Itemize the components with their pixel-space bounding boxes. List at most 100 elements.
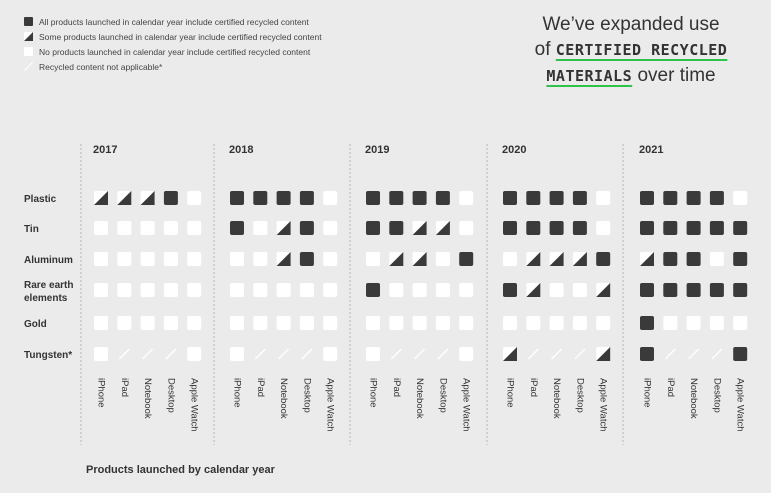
cell-none [140, 316, 155, 330]
cell-all [230, 191, 244, 205]
cell-none [187, 283, 202, 297]
cell-none [140, 221, 155, 235]
product-label: Apple Watch [325, 378, 336, 432]
cell-none [709, 252, 724, 266]
cell-none [709, 316, 724, 330]
cell-none [94, 221, 108, 235]
cell-not-applicable [664, 348, 676, 360]
headline-prefix: of [534, 39, 556, 60]
cell-all [572, 191, 587, 205]
cell-none [94, 347, 108, 361]
cell-none [366, 252, 380, 266]
cell-none [503, 316, 517, 330]
cell-not-applicable [165, 348, 177, 360]
cell-not-applicable [301, 348, 313, 360]
cell-some-fill [596, 283, 611, 297]
product-label: iPhone [95, 378, 106, 408]
cell-not-applicable [574, 348, 586, 360]
product-label: Notebook [278, 378, 289, 419]
cell-none [276, 283, 291, 297]
cell-all [299, 221, 314, 235]
material-label: Plastic [24, 194, 57, 205]
product-label: Notebook [551, 378, 562, 419]
cell-all [549, 191, 564, 205]
cell-none [549, 316, 564, 330]
headline-line-2: of CERTIFIED RECYCLED [500, 37, 762, 63]
headline-suffix: over time [632, 65, 716, 86]
product-label: Notebook [688, 378, 699, 419]
cell-all [459, 252, 474, 266]
headline: We’ve expanded use of CERTIFIED RECYCLED… [500, 12, 762, 89]
product-label: Apple Watch [735, 378, 746, 432]
cell-none [94, 283, 108, 297]
cell-all [230, 221, 244, 235]
cell-none [435, 283, 450, 297]
year-label: 2017 [93, 144, 117, 156]
cell-all [526, 221, 541, 235]
cell-none [323, 252, 338, 266]
cell-none [187, 347, 202, 361]
cell-all [640, 283, 654, 297]
legend-item-none: No products launched in calendar year in… [24, 44, 322, 59]
cell-all [389, 221, 404, 235]
cell-all [686, 283, 701, 297]
cell-not-applicable [142, 348, 154, 360]
cell-all [435, 191, 450, 205]
product-label: Desktop [437, 378, 448, 413]
product-label: iPad [119, 378, 130, 397]
cell-all [253, 191, 268, 205]
headline-line-1: We’ve expanded use [542, 14, 720, 35]
cell-none [733, 316, 748, 330]
cell-none [389, 283, 404, 297]
cell-some-fill [117, 191, 132, 205]
product-label: Desktop [301, 378, 312, 413]
cell-some-fill [572, 252, 587, 266]
cell-not-applicable [414, 348, 426, 360]
cell-none [435, 316, 450, 330]
cell-none [733, 191, 748, 205]
legend-item-na: Recycled content not applicable* [24, 59, 322, 74]
cell-not-applicable [437, 348, 449, 360]
cell-none [459, 347, 474, 361]
cell-none [572, 316, 587, 330]
product-label: iPad [391, 378, 402, 397]
cell-none [230, 283, 244, 297]
cell-all [640, 347, 654, 361]
slash-icon [24, 62, 33, 71]
cell-none [323, 316, 338, 330]
material-label: Aluminum [24, 255, 73, 266]
cell-none [596, 221, 611, 235]
cell-none [526, 316, 541, 330]
cell-none [323, 347, 338, 361]
product-label: iPhone [231, 378, 242, 408]
cell-none [253, 221, 268, 235]
cell-all [366, 283, 380, 297]
cell-all [663, 221, 678, 235]
x-axis-label: Products launched by calendar year [86, 464, 275, 476]
cell-none [323, 191, 338, 205]
cell-none [572, 283, 587, 297]
cell-all [686, 252, 701, 266]
cell-all [733, 283, 748, 297]
cell-some-fill [94, 191, 108, 205]
product-label: iPad [665, 378, 676, 397]
cell-all [640, 221, 654, 235]
cell-all [366, 221, 380, 235]
headline-highlight-2: MATERIALS [546, 67, 633, 85]
cell-none [412, 283, 427, 297]
cell-all [733, 252, 748, 266]
cell-some-fill [276, 252, 291, 266]
cell-all [733, 221, 748, 235]
product-label: Notebook [414, 378, 425, 419]
cell-some-fill [140, 191, 155, 205]
cell-none [459, 191, 474, 205]
legend: All products launched in calendar year i… [24, 14, 322, 74]
cell-all [163, 191, 178, 205]
cell-none [253, 283, 268, 297]
headline-highlight-1: CERTIFIED RECYCLED [555, 41, 728, 59]
cell-all [709, 283, 724, 297]
cell-none [459, 283, 474, 297]
cell-none [686, 316, 701, 330]
cell-none [323, 221, 338, 235]
material-label: Tin [24, 224, 39, 235]
